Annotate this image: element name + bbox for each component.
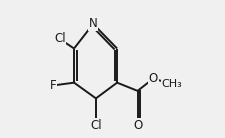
Text: O: O bbox=[148, 72, 157, 85]
Text: F: F bbox=[50, 79, 57, 92]
Text: Cl: Cl bbox=[54, 32, 65, 45]
Text: Cl: Cl bbox=[90, 119, 101, 132]
Text: O: O bbox=[132, 119, 142, 132]
Text: CH₃: CH₃ bbox=[161, 79, 181, 89]
Text: N: N bbox=[88, 17, 97, 30]
